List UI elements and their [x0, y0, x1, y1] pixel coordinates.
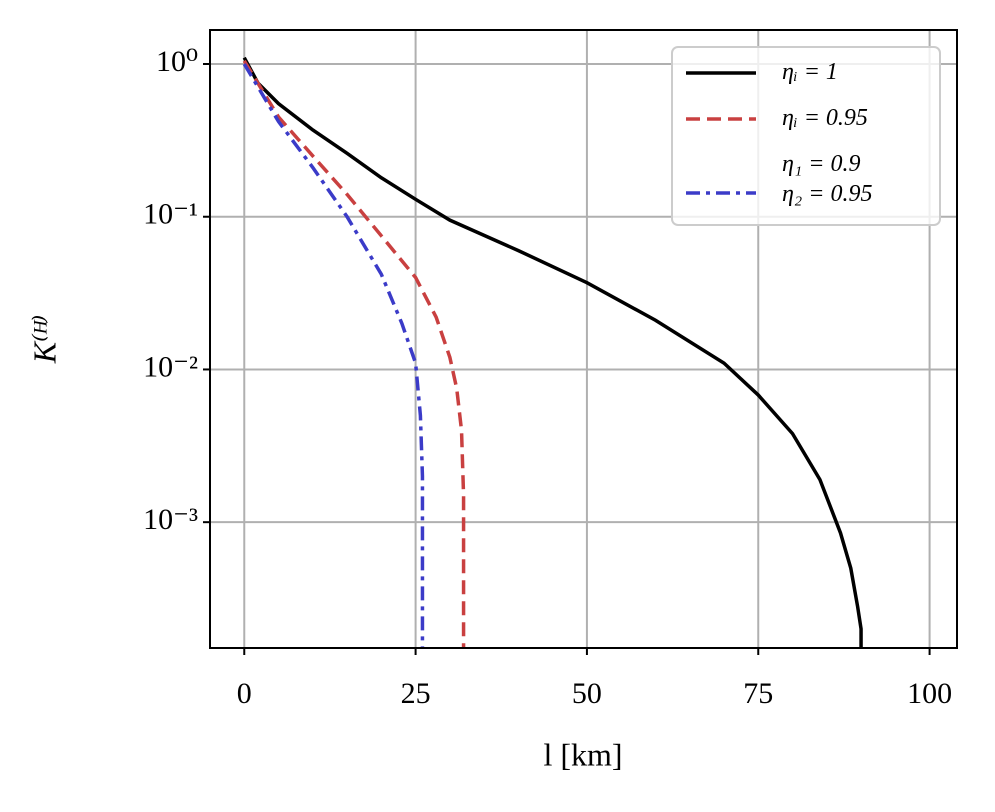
legend-label: ηᵢ = 1: [782, 59, 838, 85]
x-tick-label: 25: [401, 677, 431, 710]
legend-label: ηᵢ = 0.95: [782, 105, 868, 131]
series-line: [242, 63, 425, 648]
x-axis-label: l [km]: [543, 736, 622, 772]
series-line: [242, 59, 466, 648]
y-tick-label: 10⁻³: [143, 503, 198, 536]
x-tick-label: 100: [907, 677, 952, 710]
y-tick-label: 10⁰: [156, 45, 198, 78]
legend-label: η₁ = 0.9 η₂ = 0.95: [782, 151, 872, 207]
plot-area: [242, 56, 863, 648]
series-line: [242, 56, 863, 648]
y-tick-label: 10⁻²: [143, 350, 198, 383]
y-axis-label: K⁽ᴴ⁾: [26, 315, 62, 364]
legend-box: [671, 46, 941, 226]
legend: ηᵢ = 1 ηᵢ = 0.95 η₁ = 0.9 η₂ = 0.95: [671, 46, 941, 226]
x-tick-label: 0: [237, 677, 252, 710]
x-tick-label: 50: [572, 677, 602, 710]
x-tick-label: 75: [743, 677, 773, 710]
axes-frame: [209, 29, 958, 649]
y-tick-label: 10⁻¹: [143, 198, 198, 231]
